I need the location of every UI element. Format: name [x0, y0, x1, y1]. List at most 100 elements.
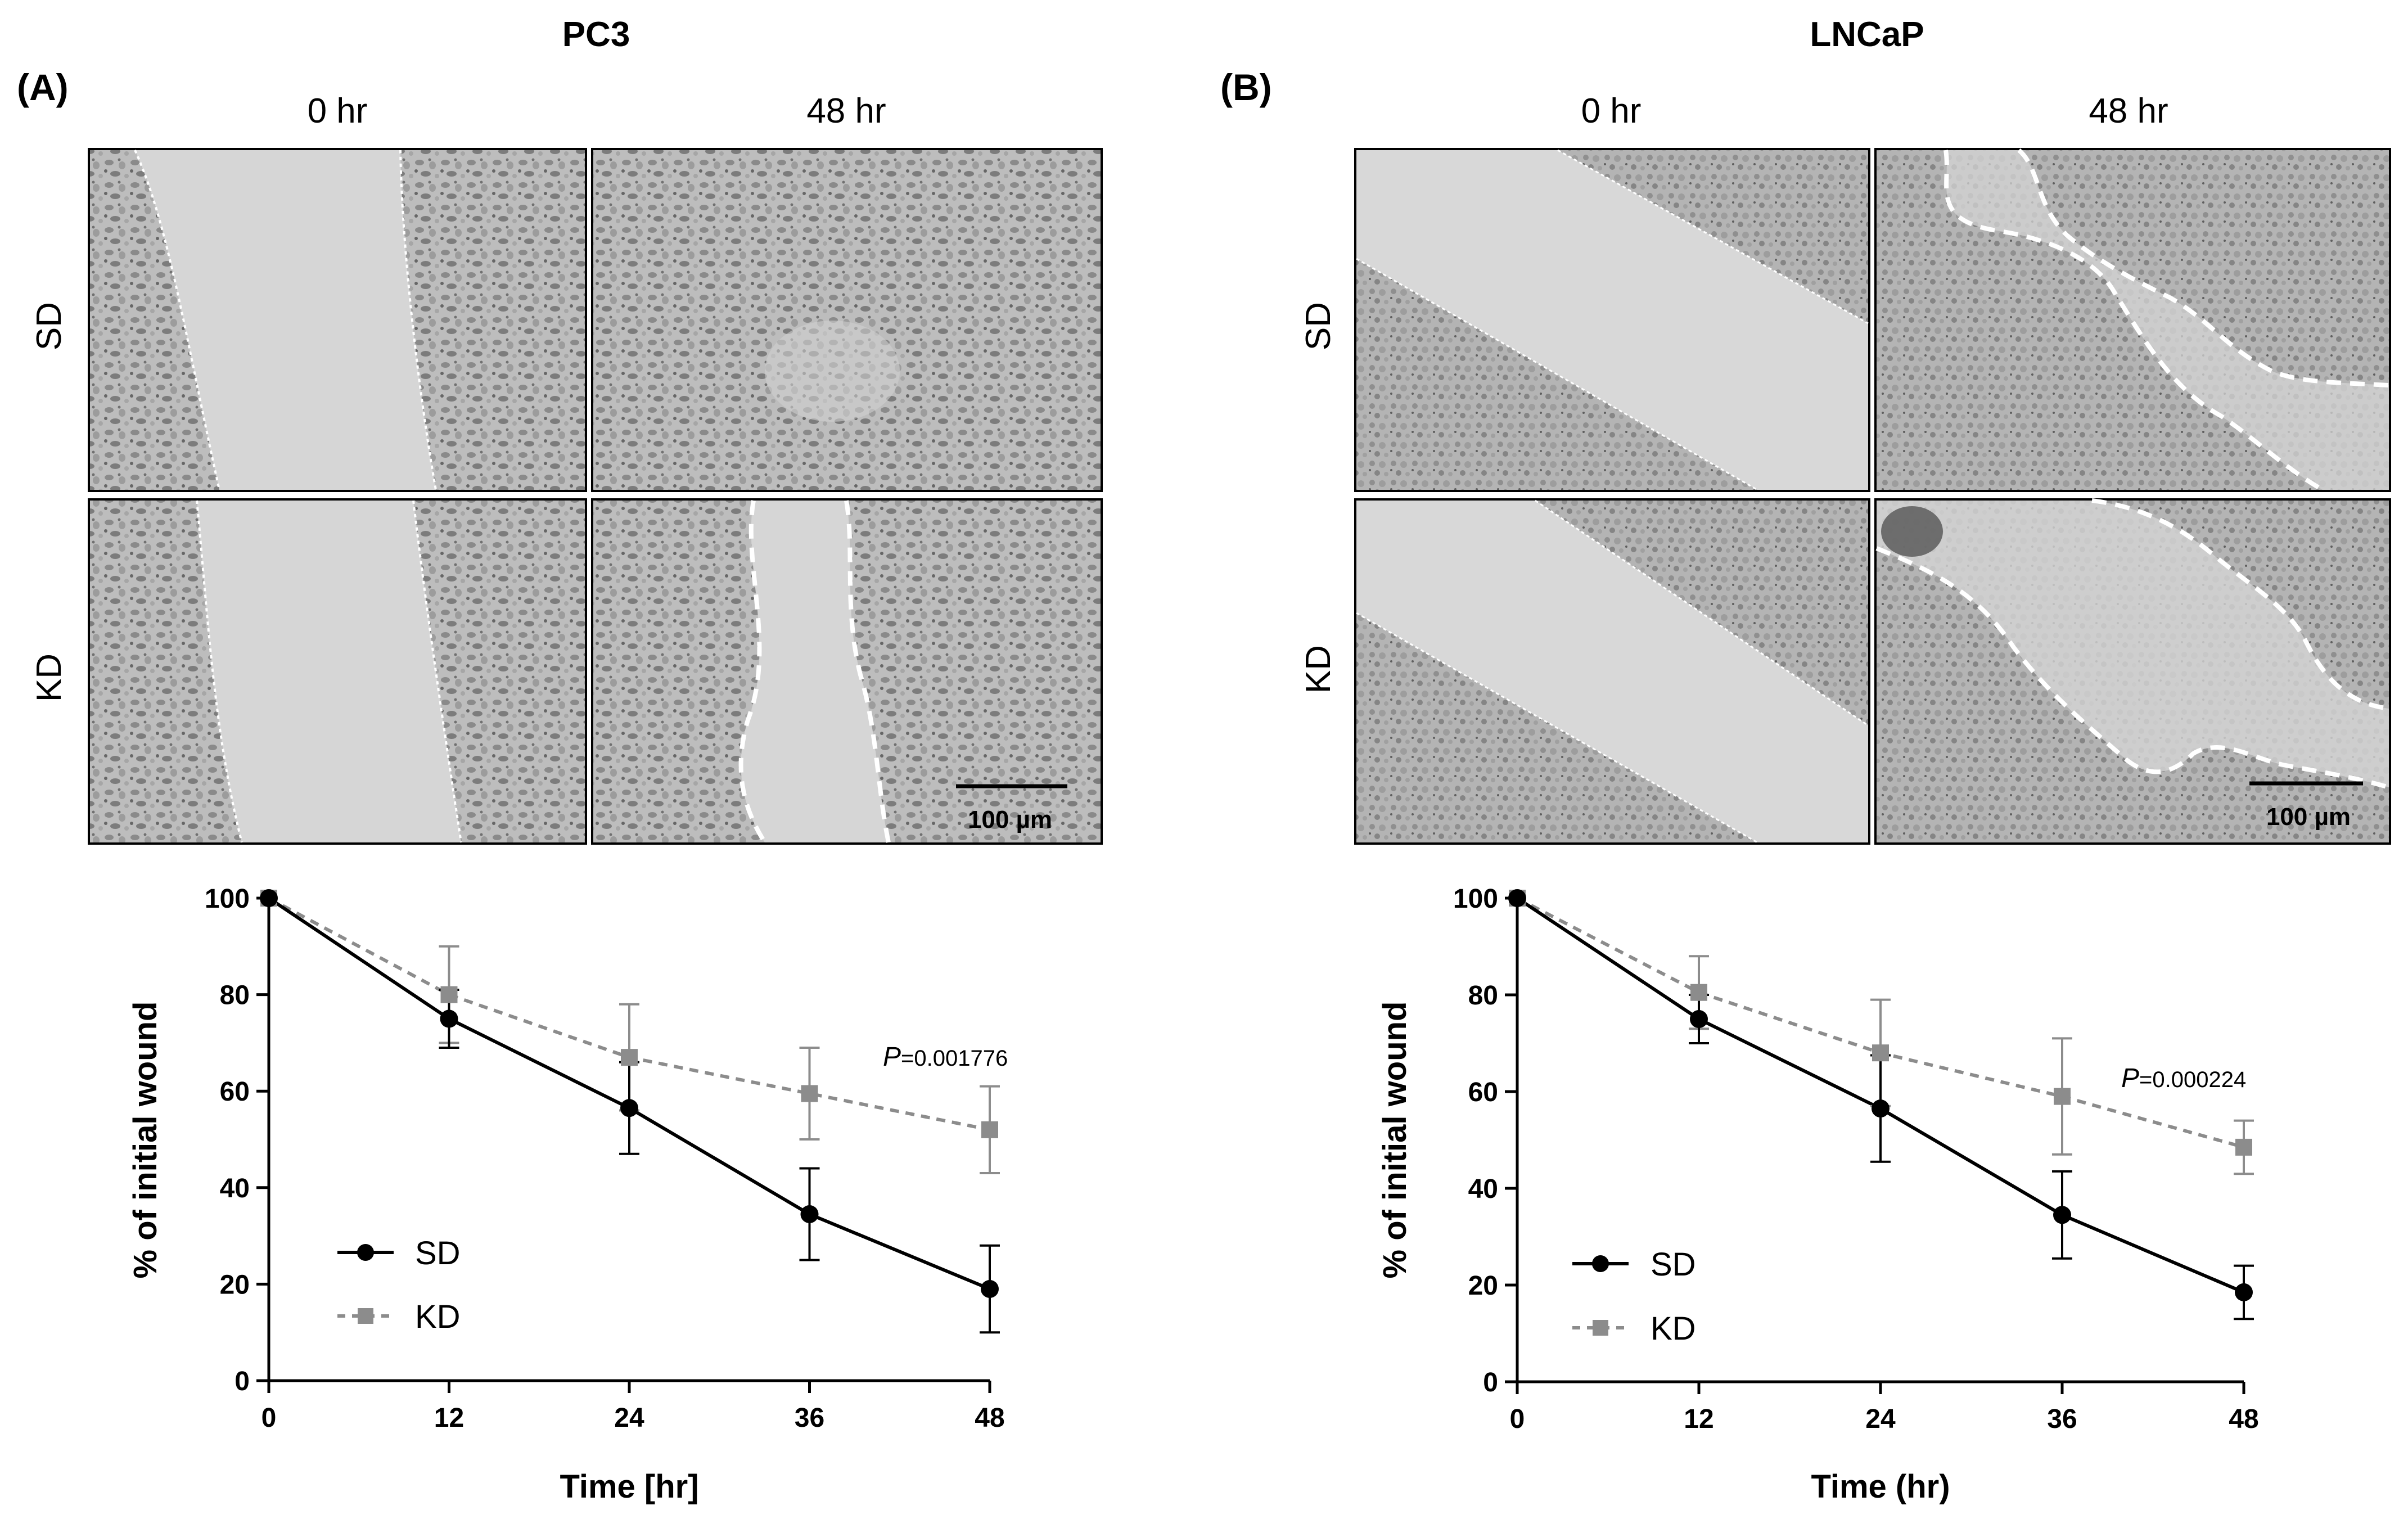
legend-sd-marker — [1592, 1255, 1609, 1272]
panel-a-title: PC3 — [562, 15, 630, 54]
micrograph-b-kd-48hr: 100 µm — [1874, 498, 2391, 845]
wound-edge-right — [844, 500, 891, 843]
chart-a: 0 20 40 60 80 100 0 12 24 36 48 % of initial woun… — [127, 884, 1008, 1505]
point-sd — [2235, 1283, 2253, 1301]
x-tick-label: 0 — [261, 1403, 277, 1433]
legend: SD KD — [337, 1235, 461, 1335]
legend-kd-label: KD — [1651, 1310, 1696, 1347]
wound-gap — [741, 501, 889, 842]
panel-b-row-label-sd: SD — [1299, 302, 1338, 350]
wound-gap — [1946, 150, 2389, 490]
x-tick-label: 24 — [614, 1403, 644, 1433]
point-kd — [440, 986, 458, 1003]
legend: SD KD — [1572, 1246, 1696, 1347]
panel-b-col-label-0hr: 0 hr — [1581, 92, 1642, 130]
point-sd — [260, 889, 278, 907]
y-tick-label: 20 — [220, 1270, 250, 1300]
micrograph-a-sd-48hr — [591, 148, 1103, 492]
scale-bar-label: 100 µm — [968, 806, 1052, 833]
x-tick-label: 36 — [2047, 1404, 2077, 1434]
p-value: P=0.001776 — [883, 1042, 1008, 1072]
panel-b-row-label-kd: KD — [1299, 645, 1338, 693]
point-sd — [620, 1099, 638, 1117]
wound-edge-left — [196, 500, 243, 843]
panel-b: LNCaP (B) 0 hr 48 hr SD KD — [1220, 15, 2391, 845]
y-tick-label: 20 — [1468, 1271, 1498, 1301]
y-tick-label: 60 — [220, 1077, 250, 1107]
wound-edge-left — [134, 150, 220, 490]
wound-gap — [197, 501, 461, 842]
point-kd — [981, 1121, 998, 1138]
wound-gap — [1877, 501, 2389, 787]
y-tick-label: 60 — [1468, 1078, 1498, 1107]
scale-bar-label: 100 µm — [2266, 803, 2351, 831]
point-sd — [800, 1205, 819, 1223]
point-sd — [1872, 1099, 1890, 1118]
dark-debris — [1881, 506, 1943, 557]
point-sd — [981, 1279, 999, 1298]
wound-edge-lower — [1356, 612, 1758, 844]
panel-a-row-label-kd: KD — [30, 653, 69, 702]
y-tick-label: 100 — [205, 884, 250, 914]
wound-edge-right — [2017, 148, 2389, 387]
y-tick-label: 80 — [1468, 981, 1498, 1011]
x-tick-label: 36 — [795, 1403, 824, 1433]
y-axis-label: % of initial wound — [127, 1002, 164, 1279]
legend-sd-label: SD — [1651, 1246, 1696, 1283]
point-kd — [2054, 1088, 2071, 1105]
p-value: P=0.000224 — [2121, 1063, 2246, 1093]
point-kd — [2235, 1138, 2252, 1156]
y-tick-label: 0 — [235, 1367, 250, 1396]
x-tick-label: 48 — [2229, 1404, 2258, 1434]
y-tick-label: 40 — [220, 1174, 250, 1204]
point-sd — [2053, 1206, 2071, 1224]
legend-kd-marker — [358, 1308, 373, 1324]
panel-a-letter: (A) — [17, 66, 69, 108]
panel-a-col-label-48hr: 48 hr — [806, 92, 886, 130]
micrograph-a-sd-0hr — [88, 148, 587, 492]
legend-kd-label: KD — [415, 1299, 461, 1335]
legend-kd-marker — [1593, 1320, 1608, 1336]
wound-edge-left — [1943, 150, 2324, 492]
x-tick-label: 48 — [975, 1403, 1004, 1433]
y-tick-label: 100 — [1453, 884, 1498, 914]
micrograph-b-sd-0hr — [1354, 148, 1870, 492]
wound-edge-lower — [1875, 546, 2390, 790]
panel-a-col-label-0hr: 0 hr — [308, 92, 368, 130]
legend-sd-marker — [357, 1244, 374, 1261]
y-tick-label: 80 — [220, 981, 250, 1011]
point-kd — [621, 1049, 638, 1066]
micrograph-a-kd-0hr — [88, 498, 587, 845]
point-kd — [1872, 1044, 1889, 1062]
wound-edge-right — [399, 150, 437, 490]
x-tick-label: 12 — [1684, 1404, 1713, 1434]
x-tick-label: 24 — [1865, 1404, 1896, 1434]
micrograph-b-kd-0hr — [1354, 498, 1870, 845]
panel-b-col-label-48hr: 48 hr — [2089, 92, 2168, 130]
y-tick-label: 0 — [1483, 1368, 1498, 1398]
wound-edge-right — [412, 500, 462, 843]
point-kd — [801, 1085, 818, 1102]
x-tick-label: 12 — [434, 1403, 464, 1433]
point-sd — [1690, 1010, 1708, 1028]
point-kd — [1690, 984, 1707, 1001]
wound-edge-lower — [1356, 258, 1758, 491]
point-sd — [1508, 889, 1526, 907]
wound-edge-upper — [2091, 498, 2389, 711]
panel-b-letter: (B) — [1220, 66, 1272, 108]
micrograph-b-sd-48hr — [1874, 148, 2391, 492]
legend-sd-label: SD — [415, 1235, 461, 1272]
wound-gap — [135, 150, 436, 490]
panel-a: PC3 (A) 0 hr 48 hr SD KD — [17, 15, 1103, 845]
micrograph-a-kd-48hr: 100 µm — [591, 498, 1103, 845]
chart-b: 0 20 40 60 80 100 0 12 24 36 48 % of initial woun… — [1377, 884, 2259, 1505]
x-axis-label: Time (hr) — [1811, 1468, 1950, 1505]
wound-edge-upper — [1535, 499, 1869, 727]
point-sd — [440, 1009, 458, 1028]
y-axis-label: % of initial wound — [1377, 1002, 1413, 1279]
x-tick-label: 0 — [1510, 1404, 1525, 1434]
panel-b-title: LNCaP — [1810, 15, 1924, 54]
wound-edge-left — [738, 500, 767, 844]
panel-a-row-label-sd: SD — [30, 302, 69, 350]
